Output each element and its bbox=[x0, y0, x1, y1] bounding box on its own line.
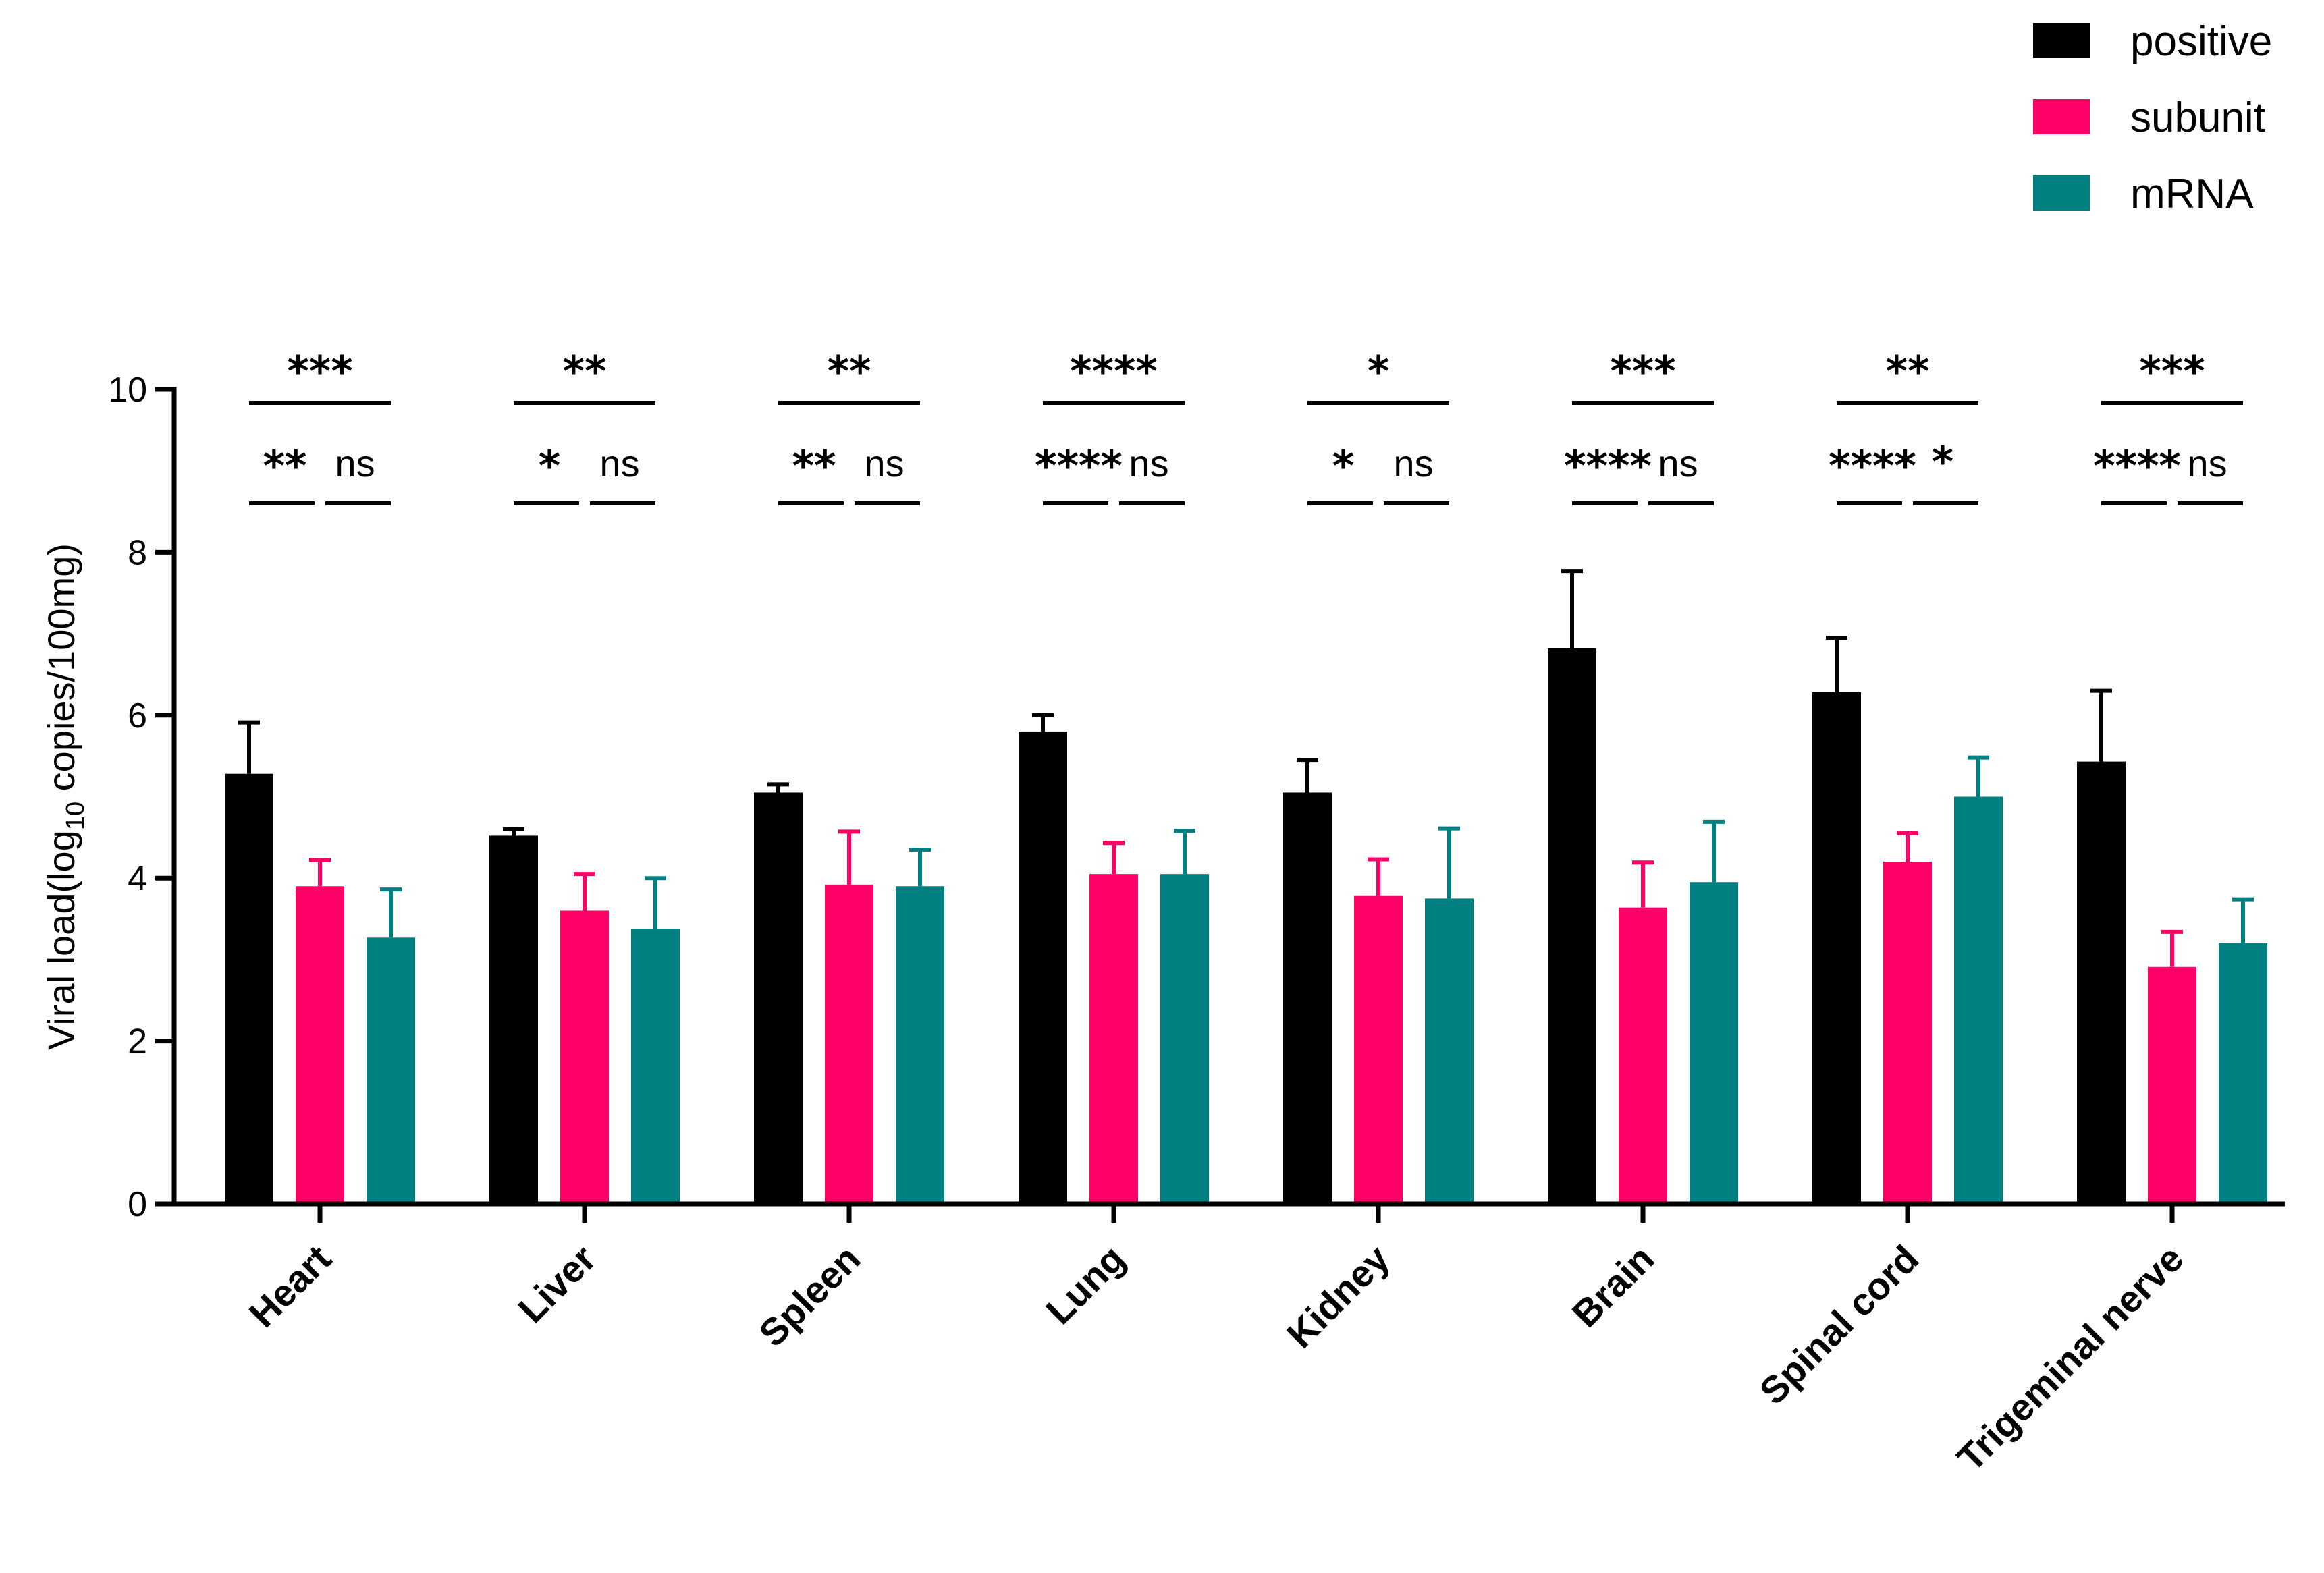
sig-label-left: * bbox=[1332, 441, 1354, 491]
bar-mRNA-trigeminal-nerve bbox=[2219, 943, 2267, 1204]
x-axis: Heart Liver Spleen Lung Kidney Brain Spinal co… bbox=[172, 1201, 2285, 1479]
significance-annotations: ***** ns*** ns**** ns******** ns** ns******* n… bbox=[249, 347, 2243, 505]
sig-label-top: ** bbox=[563, 347, 607, 396]
bar-subunit-spinal-cord bbox=[1883, 862, 1932, 1204]
sig-label-left: * bbox=[539, 441, 560, 491]
bar-subunit-brain bbox=[1619, 907, 1667, 1204]
x-tick-label: Lung bbox=[1037, 1237, 1133, 1332]
sig-label-top: *** bbox=[287, 347, 352, 396]
y-axis: 0 2 4 6 8 10 Viral load(log10 copies/100mg) bbox=[40, 370, 177, 1224]
x-tick-label: Kidney bbox=[1278, 1237, 1398, 1356]
bar-subunit-heart bbox=[296, 886, 344, 1204]
bar-mRNA-heart bbox=[367, 937, 415, 1204]
sig-label-right: * bbox=[1932, 437, 1953, 487]
sig-label-top: * bbox=[1368, 347, 1389, 396]
bar-subunit-spleen bbox=[825, 884, 873, 1204]
sig-label-top: **** bbox=[1070, 347, 1158, 396]
bar-positive-kidney bbox=[1283, 792, 1332, 1204]
y-tick-label: 8 bbox=[128, 533, 147, 572]
bar-subunit-kidney bbox=[1354, 895, 1403, 1204]
bar-positive-heart bbox=[225, 773, 273, 1204]
legend: positive subunit mRNA bbox=[2033, 18, 2272, 217]
legend-label-subunit: subunit bbox=[2130, 94, 2265, 141]
sig-label-right: ns bbox=[1393, 442, 1433, 485]
bar-subunit-lung bbox=[1089, 874, 1138, 1204]
y-tick-label: 6 bbox=[128, 696, 147, 736]
sig-label-left: **** bbox=[1035, 441, 1123, 491]
legend-label-positive: positive bbox=[2130, 18, 2272, 65]
x-tick-label: Spleen bbox=[751, 1237, 868, 1354]
bar-subunit-trigeminal-nerve bbox=[2148, 966, 2196, 1204]
sig-label-right: ns bbox=[1658, 442, 1698, 485]
bar-subunit-liver bbox=[560, 910, 609, 1204]
x-tick-label: Brain bbox=[1564, 1237, 1663, 1335]
sig-label-left: **** bbox=[2093, 441, 2181, 491]
bar-positive-spleen bbox=[754, 792, 803, 1204]
y-tick-label: 4 bbox=[128, 859, 147, 898]
sig-label-top: ** bbox=[1886, 347, 1930, 396]
bar-positive-trigeminal-nerve bbox=[2077, 761, 2126, 1204]
x-tick-label: Trigeminal nerve bbox=[1949, 1237, 2191, 1479]
sig-label-left: ** bbox=[263, 441, 307, 491]
bar-mRNA-spleen bbox=[896, 886, 944, 1204]
y-tick-label: 10 bbox=[108, 370, 147, 410]
sig-label-right: ns bbox=[599, 442, 639, 485]
legend-label-mRNA: mRNA bbox=[2130, 171, 2254, 217]
sig-label-right: ns bbox=[1129, 442, 1168, 485]
legend-swatch-subunit bbox=[2033, 99, 2090, 134]
sig-label-top: *** bbox=[2139, 347, 2205, 396]
x-tick-label: Spinal cord bbox=[1751, 1237, 1926, 1412]
bar-mRNA-lung bbox=[1160, 874, 1209, 1204]
sig-label-right: ns bbox=[864, 442, 904, 485]
bar-mRNA-kidney bbox=[1425, 898, 1474, 1204]
bar-mRNA-brain bbox=[1690, 882, 1738, 1204]
bar-positive-spinal-cord bbox=[1812, 692, 1861, 1204]
sig-label-left: **** bbox=[1564, 441, 1652, 491]
sig-label-top: ** bbox=[828, 347, 871, 396]
bar-positive-lung bbox=[1019, 731, 1067, 1204]
x-tick-label: Heart bbox=[241, 1237, 340, 1335]
sig-label-top: *** bbox=[1610, 347, 1675, 396]
sig-label-right: ns bbox=[2187, 442, 2227, 485]
y-tick-label: 0 bbox=[128, 1185, 147, 1224]
sig-label-left: **** bbox=[1829, 441, 1916, 491]
legend-swatch-positive bbox=[2033, 23, 2090, 58]
bar-positive-liver bbox=[489, 835, 538, 1204]
legend-swatch-mRNA bbox=[2033, 175, 2090, 211]
y-tick-label: 2 bbox=[128, 1022, 147, 1061]
y-axis-label: Viral load(log10 copies/100mg) bbox=[40, 543, 90, 1050]
bar-mRNA-liver bbox=[631, 929, 680, 1204]
bar-mRNA-spinal-cord bbox=[1954, 796, 2003, 1204]
sig-label-right: ns bbox=[335, 442, 375, 485]
sig-label-left: ** bbox=[792, 441, 836, 491]
bars bbox=[225, 569, 2267, 1204]
x-tick-label: Liver bbox=[510, 1237, 603, 1331]
bar-positive-brain bbox=[1548, 648, 1596, 1204]
